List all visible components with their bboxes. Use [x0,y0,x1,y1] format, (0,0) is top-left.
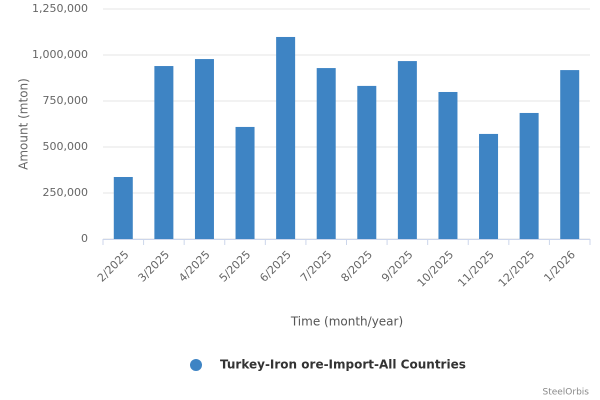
x-tick-label: 3/2025 [136,248,173,285]
bar [438,91,458,239]
credits: SteelOrbis [542,388,589,398]
x-tick-label: 12/2025 [496,248,538,290]
y-tick-label: 500,000 [43,140,89,153]
bar [479,133,499,239]
x-tick-label: 10/2025 [415,248,457,290]
y-tick-label: 0 [81,232,88,245]
x-tick-label: 8/2025 [338,248,375,285]
x-tick-label: 6/2025 [257,248,294,285]
bar [154,66,174,239]
bar [397,61,417,240]
x-tick-label: 4/2025 [176,248,213,285]
legend-label[interactable]: Turkey-Iron ore-Import-All Countries [220,358,466,372]
x-axis-title: Time (month/year) [290,315,403,329]
y-tick-label: 750,000 [43,94,89,107]
y-tick-label: 250,000 [43,186,89,199]
x-tick-label: 2/2025 [95,248,132,285]
bar [560,70,580,239]
bar [357,85,377,239]
bar [519,112,539,239]
x-tick-label: 1/2026 [541,248,578,285]
y-tick-label: 1,000,000 [32,48,88,61]
y-tick-label: 1,250,000 [32,2,88,15]
bar [113,176,133,239]
bar [276,36,296,239]
bar [235,126,255,239]
x-tick-label: 5/2025 [217,248,254,285]
bar [194,59,214,239]
bar [316,68,336,240]
x-tick-label: 7/2025 [298,248,335,285]
legend-marker [190,359,202,371]
x-tick-label: 9/2025 [379,248,416,285]
y-axis-title: Amount (mton) [17,78,31,170]
x-tick-label: 11/2025 [455,248,497,290]
